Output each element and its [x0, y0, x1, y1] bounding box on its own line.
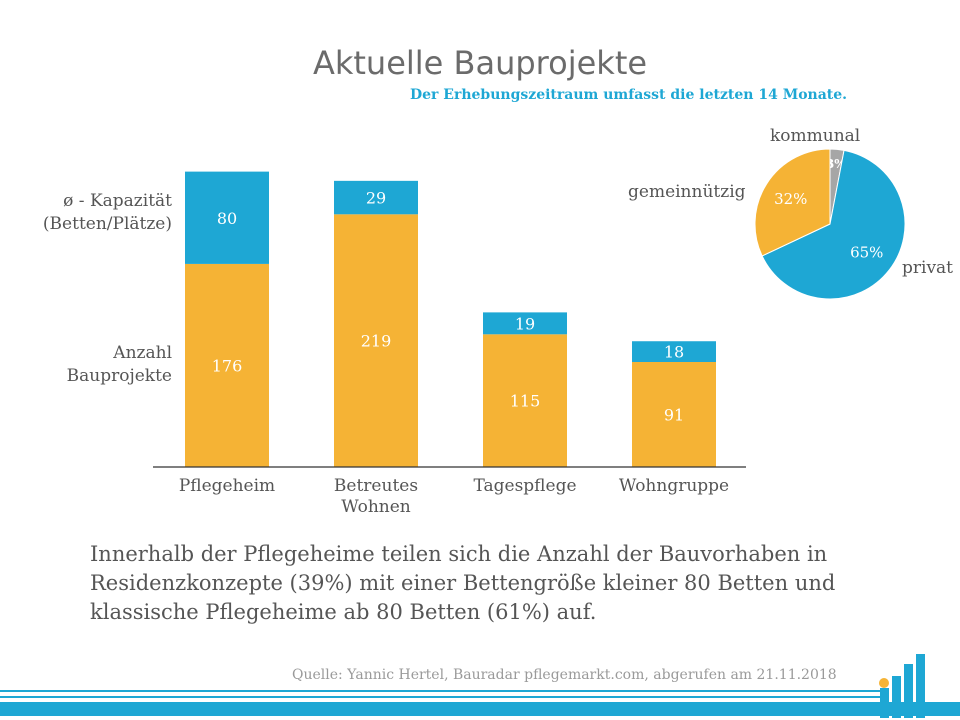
footnote-text: Innerhalb der Pflegeheime teilen sich di… — [90, 542, 836, 624]
footer-line — [0, 696, 880, 698]
pie-value-label: 32% — [774, 190, 807, 208]
bar-segment-capacity — [185, 171, 269, 264]
bar-segment-projects — [334, 214, 418, 467]
footer-bar — [0, 702, 960, 716]
bar-segment-capacity — [483, 312, 567, 335]
bar-value-label: 91 — [664, 406, 684, 425]
row-label-capacity-line-1: ø - Kapazität — [63, 191, 172, 211]
bar-value-label: 29 — [366, 189, 386, 208]
category-label: Betreutes Wohnen — [333, 476, 419, 517]
bar-segment-capacity — [334, 180, 418, 215]
chart-title: Aktuelle Bauprojekte — [312, 44, 648, 82]
footer-line — [0, 690, 880, 692]
bar-value-label: 176 — [212, 356, 243, 375]
pie-slice-gemeinntzig — [754, 148, 831, 257]
bar-segment-projects — [185, 263, 269, 467]
pie-slice-privat — [761, 149, 906, 300]
bar-value-label: 80 — [217, 209, 237, 228]
category-label: Tagespflege — [473, 476, 577, 496]
chart-subtitle: Der Erhebungszeitraum umfasst die letzte… — [410, 87, 848, 103]
pie-value-label: 65% — [850, 244, 883, 262]
source-text: Quelle: Yannic Hertel, Bauradar pflegema… — [292, 667, 837, 683]
bar-segment-projects — [632, 362, 716, 467]
pie-label-kommunal: kommunal — [770, 126, 861, 146]
category-label: Wohngruppe — [618, 476, 730, 496]
pflegemarkt-logo — [879, 654, 925, 718]
bar-value-label: 19 — [515, 314, 535, 333]
pie-label-gemeinnuetzig: gemeinnützig — [628, 182, 746, 202]
pie-label-privat: privat — [902, 258, 954, 278]
bar-value-label: 115 — [510, 392, 541, 411]
row-label-capacity: ø - Kapazität (Betten/Plätze) — [0, 190, 172, 236]
bar-segment-projects — [483, 334, 567, 467]
row-label-capacity-line-2: (Betten/Plätze) — [42, 214, 172, 234]
bar-value-label: 219 — [361, 332, 392, 351]
bar-value-label: 18 — [664, 343, 684, 362]
row-label-projects: Anzahl Bauprojekte — [0, 342, 172, 388]
row-label-projects-line-2: Bauprojekte — [66, 366, 172, 386]
row-label-projects-line-1: Anzahl — [113, 343, 172, 363]
bar-segment-capacity — [632, 341, 716, 362]
category-label: Pflegeheim — [178, 476, 276, 496]
